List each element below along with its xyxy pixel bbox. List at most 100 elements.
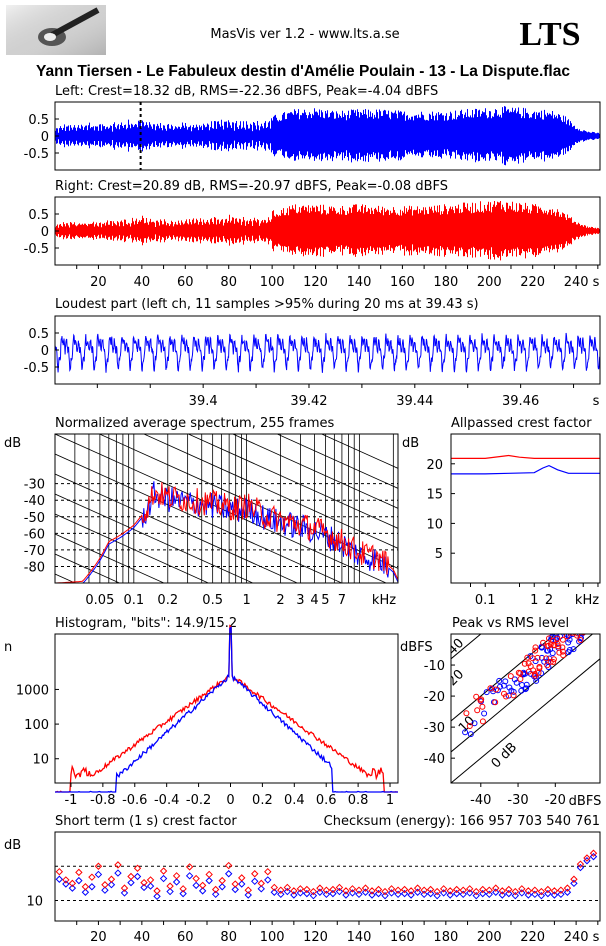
peakrms-ytick-label: -10 [424, 659, 445, 674]
peakrms-point [523, 685, 530, 692]
stcrest-xtick-label: 20 [90, 930, 107, 945]
spectrum-xtick-label: 5 [321, 593, 329, 608]
stcrest-point [205, 876, 213, 885]
stcrest-point [407, 891, 415, 899]
stcrest-point [120, 889, 129, 897]
allpassed-ytick-label: 20 [426, 458, 443, 473]
stcrest-point [218, 876, 226, 885]
allpassed-xunit: kHz [575, 593, 599, 608]
stcrest-point [238, 880, 246, 888]
stcrest-point [563, 884, 572, 892]
peakrms-point [544, 662, 551, 669]
peakrms-ylabel: dBFS [400, 640, 433, 655]
stcrest-point [251, 877, 259, 885]
stcrest-point [244, 886, 252, 894]
stcrest-point [205, 870, 213, 879]
stcrest-point [413, 884, 422, 892]
peakrms-point [559, 636, 566, 643]
stcrest-point [172, 878, 181, 886]
peakrms-point [473, 693, 480, 700]
stcrest-point [140, 883, 148, 892]
stcrest-point [224, 861, 233, 870]
stcrest-point [498, 891, 506, 899]
peakrms-point [569, 624, 574, 629]
peakrms-point [566, 636, 573, 643]
stcrest-point [198, 887, 207, 895]
allpassed-xtick-label: 2 [545, 593, 553, 608]
stcrest-frame [54, 831, 601, 922]
stcrest-point [257, 885, 265, 893]
stcrest-point [303, 885, 311, 894]
stcrest-point [518, 885, 526, 893]
spectrum-slope-line [55, 473, 299, 583]
loudest-xtick-label: 39.42 [290, 394, 327, 409]
stcrest-point [400, 889, 409, 898]
stcrest-title: Short term (1 s) crest factor [55, 814, 237, 829]
stcrest-point [296, 889, 305, 897]
peakrms-point [585, 616, 590, 621]
p-right-xtick-label: 160 [390, 275, 415, 290]
peakrms-crest-line [451, 658, 600, 783]
peakrms-point [492, 699, 499, 706]
stcrest-point [120, 884, 129, 892]
stcrest-point [544, 885, 552, 894]
stcrest-point [589, 852, 598, 861]
peakrms-point [550, 656, 557, 663]
peakrms-point [588, 619, 593, 624]
stcrest-point [537, 887, 546, 896]
spectrum-ytick-label: -50 [24, 511, 45, 526]
stcrest-point [81, 888, 90, 896]
stcrest-point [283, 887, 292, 896]
stcrest-point [290, 891, 298, 899]
p-left-ytick-label: 0 [41, 130, 49, 145]
histogram-xtick-label: 0.2 [252, 793, 273, 808]
stcrest-point [557, 890, 565, 899]
peakrms-point [572, 625, 577, 630]
stcrest-point [179, 885, 187, 893]
stcrest-point [55, 875, 64, 883]
stcrest-point [127, 872, 135, 881]
stcrest-point [62, 876, 70, 884]
stcrest-point [583, 857, 591, 865]
stcrest-point [387, 889, 396, 897]
stcrest-point [224, 870, 233, 878]
stcrest-point [583, 854, 591, 862]
peakrms-point [565, 649, 572, 656]
peakrms-point [521, 660, 528, 667]
peakrms-point [587, 619, 592, 624]
loudest-signal [54, 332, 601, 373]
spectrum-plot-area [55, 434, 398, 583]
stcrest-point [309, 887, 318, 896]
short-term-crest-panel: 10 20 40 60 80 100 120 140 160 180 200 220 240 [26, 831, 601, 945]
stcrest-point [329, 885, 337, 894]
spectrum-slope-line [55, 533, 165, 583]
peakrms-point [559, 648, 566, 655]
stcrest-point [492, 884, 500, 892]
stcrest-point [322, 890, 331, 899]
peakrms-point [478, 696, 485, 703]
stcrest-xtick-label: 120 [303, 930, 328, 945]
histogram-xtick-label: 0.6 [316, 793, 337, 808]
right-xunit: s [593, 275, 600, 290]
stcrest-point [511, 891, 520, 900]
peakrms-point [463, 710, 470, 717]
histogram-title: Histogram, "bits": 14.9/15.2 [55, 616, 237, 631]
stcrest-xtick-label: 40 [134, 930, 151, 945]
stcrest-point [146, 876, 155, 884]
spectrum-slope-line [276, 434, 398, 489]
peakrms-ytick-label: -40 [424, 752, 445, 767]
checksum: Checksum (energy): 166 957 703 540 761 [324, 814, 600, 829]
peakrms-point [517, 676, 524, 682]
spectrum-xtick-label: 2 [276, 593, 284, 608]
stcrest-point [251, 870, 259, 878]
spectrum-ytick-label: -40 [24, 494, 45, 509]
stcrest-point [88, 883, 96, 891]
spectrum-curve [82, 481, 398, 583]
stcrest-point [361, 888, 370, 896]
peakrms-point [559, 644, 566, 651]
peakrms-point [479, 718, 486, 725]
stcrest-point [446, 891, 454, 899]
stcrest-point [329, 889, 337, 898]
peakrms-point [518, 687, 525, 694]
